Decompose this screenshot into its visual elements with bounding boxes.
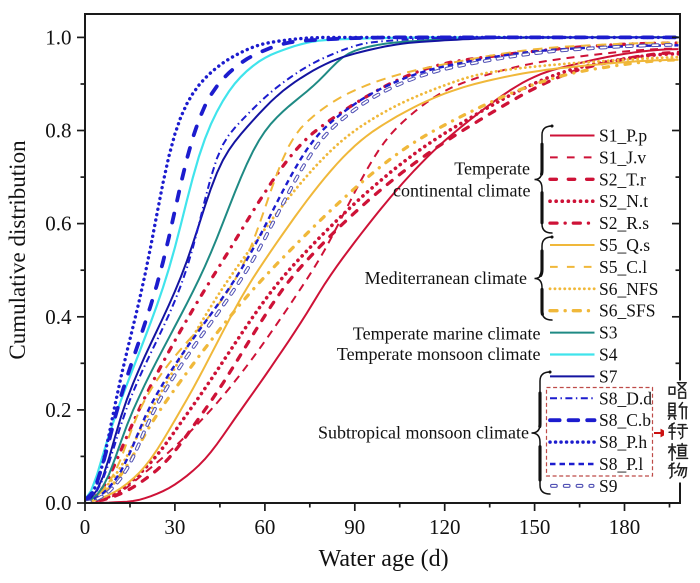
svg-text:Temperate: Temperate [454, 158, 530, 178]
svg-text:S2_T.r: S2_T.r [599, 169, 646, 189]
svg-text:Mediterranean climate: Mediterranean climate [365, 268, 527, 288]
svg-text:S6_SFS: S6_SFS [599, 301, 655, 321]
svg-text:90: 90 [344, 515, 365, 539]
svg-text:S5_Q.s: S5_Q.s [599, 235, 650, 255]
svg-text:30: 30 [164, 515, 185, 539]
svg-text:Subtropical monsoon climate: Subtropical monsoon climate [318, 422, 529, 442]
svg-text:60: 60 [254, 515, 275, 539]
svg-text:S1_J.v: S1_J.v [599, 147, 646, 167]
svg-text:S3: S3 [599, 323, 618, 343]
svg-text:0.2: 0.2 [45, 398, 71, 422]
svg-text:1.0: 1.0 [45, 25, 71, 49]
svg-text:S2_R.s: S2_R.s [599, 213, 649, 233]
svg-text:0.4: 0.4 [45, 305, 72, 329]
svg-text:Water age (d): Water age (d) [319, 546, 449, 572]
svg-text:S7: S7 [599, 366, 618, 386]
svg-text:150: 150 [519, 515, 551, 539]
svg-text:Temperate marine climate: Temperate marine climate [353, 323, 541, 343]
svg-text:120: 120 [429, 515, 461, 539]
svg-text:S5_C.l: S5_C.l [599, 257, 647, 277]
svg-text:S8_C.b: S8_C.b [599, 410, 651, 430]
svg-text:S9: S9 [599, 476, 618, 496]
svg-text:S4: S4 [599, 345, 618, 365]
svg-text:S2_N.t: S2_N.t [599, 191, 648, 211]
svg-text:0.0: 0.0 [45, 491, 71, 515]
svg-text:S8_P.l: S8_P.l [599, 454, 643, 474]
svg-text:Cumulative distribution: Cumulative distribution [5, 140, 30, 360]
svg-text:S6_NFS: S6_NFS [599, 279, 658, 299]
svg-text:Temperate monsoon climate: Temperate monsoon climate [337, 344, 541, 364]
svg-text:S8_D.d: S8_D.d [599, 388, 652, 408]
svg-text:continental climate: continental climate [393, 180, 530, 200]
svg-text:180: 180 [609, 515, 641, 539]
svg-text:S1_P.p: S1_P.p [599, 126, 647, 146]
svg-text:0.6: 0.6 [45, 212, 71, 236]
svg-text:0.8: 0.8 [45, 119, 71, 143]
svg-text:S8_P.h: S8_P.h [599, 432, 647, 452]
svg-text:0: 0 [80, 515, 91, 539]
